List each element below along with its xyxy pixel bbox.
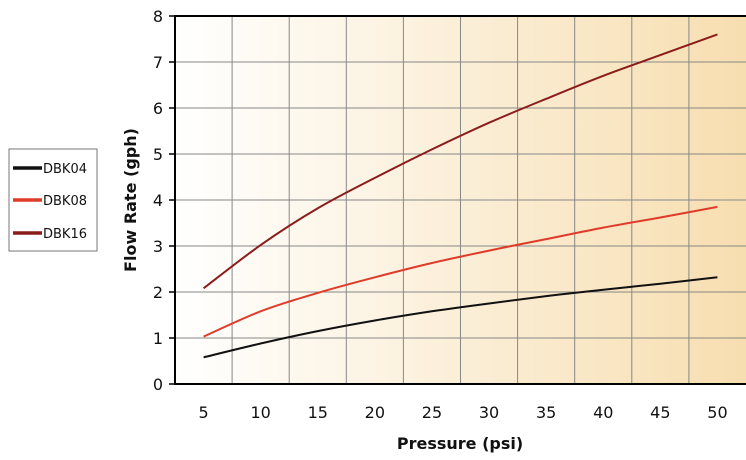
x-tick-label: 10 — [250, 403, 270, 422]
x-tick-label: 50 — [707, 403, 727, 422]
grid-lines — [175, 16, 746, 384]
x-tick-label: 40 — [593, 403, 613, 422]
y-tick-label: 1 — [153, 329, 163, 348]
x-tick-label: 25 — [422, 403, 442, 422]
series-lines — [202, 33, 718, 359]
y-tick-label: 2 — [153, 283, 163, 302]
axes — [169, 15, 746, 385]
x-axis-title: Pressure (psi) — [397, 434, 523, 453]
y-tick-label: 0 — [153, 375, 163, 394]
x-tick-label: 15 — [308, 403, 328, 422]
y-tick-label: 4 — [153, 191, 163, 210]
x-tick-label: 35 — [536, 403, 556, 422]
y-tick-label: 8 — [153, 7, 163, 26]
y-tick-label: 5 — [153, 145, 163, 164]
series-line-dbk08 — [203, 205, 718, 338]
legend-label-dbk04: DBK04 — [43, 162, 87, 177]
y-axis-title: Flow Rate (gph) — [121, 128, 140, 272]
y-tick-label: 6 — [153, 99, 163, 118]
x-tick-label: 5 — [198, 403, 208, 422]
x-tick-label: 30 — [479, 403, 499, 422]
x-tick-label: 20 — [365, 403, 385, 422]
y-tick-label: 7 — [153, 53, 163, 72]
x-tick-label: 45 — [650, 403, 670, 422]
series-line-dbk04 — [203, 276, 718, 359]
legend-label-dbk08: DBK08 — [43, 194, 87, 209]
y-tick-label: 3 — [153, 237, 163, 256]
series-line-dbk16 — [202, 33, 718, 290]
legend: DBK04 DBK08 DBK16 — [8, 148, 98, 252]
legend-label-dbk16: DBK16 — [43, 227, 87, 242]
